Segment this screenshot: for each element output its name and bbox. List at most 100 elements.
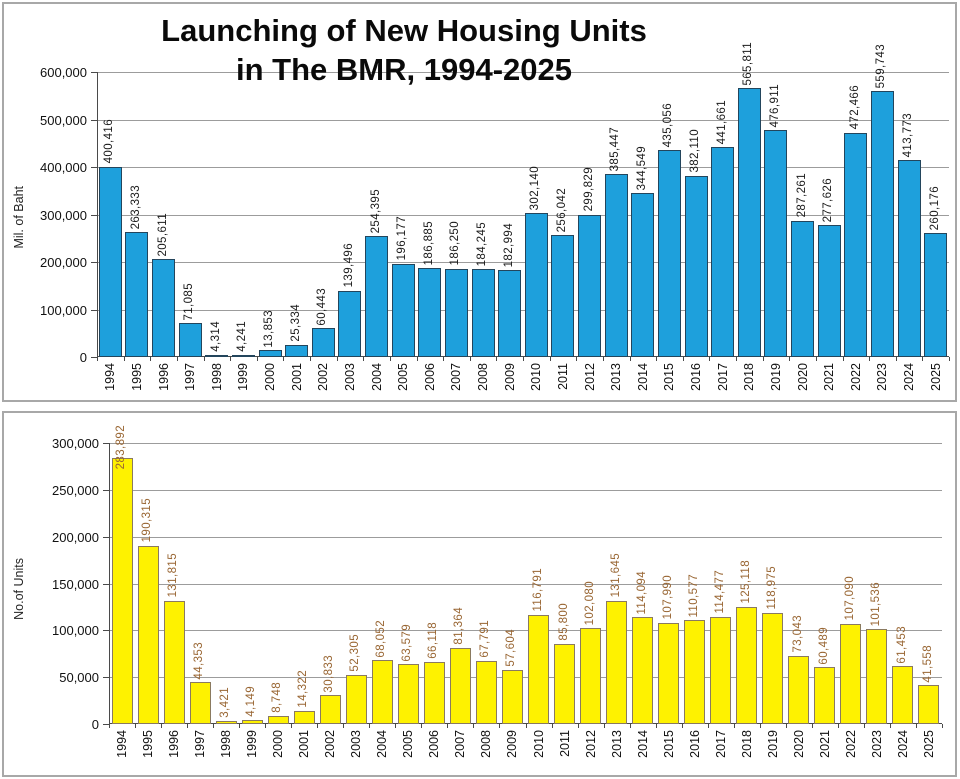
x-tick-label: 1999 — [245, 730, 260, 758]
bar-value-label: 101,536 — [869, 581, 882, 626]
x-tick-label: 2004 — [375, 730, 390, 758]
bar-value-label: 287,261 — [795, 173, 808, 218]
y-tick-mark — [91, 119, 97, 121]
bar-value-label: 60,489 — [817, 626, 830, 665]
x-tick-label: 1994 — [115, 730, 130, 758]
x-tick-label: 2001 — [297, 730, 312, 758]
y-tick-mark — [91, 167, 97, 168]
bar — [814, 667, 836, 724]
bar-value-label: 441,661 — [715, 99, 728, 145]
bar — [658, 622, 680, 724]
x-tick-mark — [363, 357, 365, 361]
bar — [152, 259, 176, 357]
bar — [710, 616, 732, 724]
bar — [241, 720, 263, 724]
bar — [924, 233, 948, 357]
chart-title: Launching of New Housing Units in The BM… — [24, 12, 784, 90]
x-tick-label: 1994 — [103, 363, 118, 391]
bar-value-label: 385,447 — [609, 126, 622, 171]
x-tick-mark — [389, 357, 391, 361]
x-tick-label: 2007 — [453, 730, 468, 758]
plot-area-units: 283,892 1994 190,315 1995 131,815 1996 44,353 1… — [109, 425, 943, 758]
x-tick-label: 1996 — [156, 363, 171, 391]
x-tick-mark — [682, 357, 684, 361]
x-tick-label: 2019 — [768, 363, 783, 391]
y-tick-label: 200,000 — [40, 255, 87, 270]
bar-value-label: 102,080 — [583, 581, 596, 626]
bar-value-label: 107,990 — [661, 575, 674, 620]
x-tick-mark — [161, 724, 163, 728]
bar-value-label: 260,176 — [928, 186, 941, 231]
bar-value-label: 186,885 — [422, 220, 435, 266]
x-tick-label: 2012 — [582, 363, 597, 391]
x-tick-label: 1996 — [167, 730, 182, 758]
bar — [788, 655, 810, 724]
x-tick-mark — [576, 357, 578, 361]
x-tick-mark — [602, 357, 604, 361]
bar — [684, 175, 708, 357]
bar-value-label: 435,056 — [662, 102, 675, 148]
x-tick-mark — [577, 724, 579, 728]
bar — [311, 328, 335, 357]
x-tick-label: 2002 — [316, 363, 331, 391]
bar-value-label: 190,315 — [141, 498, 154, 543]
bar-value-label: 67,791 — [479, 619, 492, 658]
x-tick-label: 2003 — [342, 363, 357, 391]
y-axis-title-units: No.of Units — [12, 558, 26, 620]
y-axis-line — [97, 72, 98, 357]
x-tick-label: 2009 — [505, 730, 520, 758]
gridline — [97, 72, 949, 73]
bar — [319, 695, 341, 724]
bar-value-label: 299,829 — [582, 167, 595, 212]
bar — [840, 623, 862, 724]
bar — [580, 628, 602, 724]
x-tick-label: 2023 — [875, 363, 890, 391]
bar — [215, 720, 237, 724]
bar-value-label: 256,042 — [555, 188, 568, 233]
x-tick-mark — [915, 724, 917, 728]
x-tick-mark — [469, 357, 471, 361]
x-tick-mark — [187, 724, 189, 728]
bar-value-label: 63,579 — [401, 623, 414, 662]
x-tick-mark — [123, 357, 125, 361]
y-tick-label: 500,000 — [40, 112, 87, 128]
bar — [524, 213, 548, 357]
y-tick-label: 50,000 — [59, 670, 99, 686]
bar-value-label: 413,773 — [902, 113, 915, 158]
bar-value-label: 14,322 — [297, 670, 310, 708]
x-tick-label: 2008 — [479, 730, 494, 758]
x-tick-label: 2025 — [921, 730, 936, 758]
x-tick-mark — [759, 724, 761, 728]
x-axis-line — [109, 723, 942, 724]
bar — [418, 268, 442, 357]
x-tick-mark — [709, 357, 711, 361]
bar-value-label: 182,994 — [502, 222, 515, 268]
y-tick-mark — [103, 489, 109, 491]
bar-value-label: 41,558 — [921, 644, 934, 683]
bar-value-label: 254,395 — [369, 188, 382, 234]
x-tick-label: 2011 — [555, 363, 570, 390]
x-tick-mark — [150, 357, 152, 361]
bar-value-label: 263,333 — [129, 184, 142, 229]
bar — [338, 290, 362, 357]
x-tick-mark — [655, 724, 657, 728]
x-tick-mark — [815, 357, 817, 361]
bar-value-label: 125,118 — [739, 560, 752, 604]
x-tick-mark — [922, 357, 924, 361]
x-tick-label: 2009 — [502, 363, 517, 391]
y-tick-mark — [103, 583, 109, 585]
x-tick-mark — [603, 724, 605, 728]
bar — [866, 628, 888, 724]
bar — [897, 160, 921, 357]
bar-value-label: 131,645 — [609, 553, 622, 598]
x-tick-mark — [473, 724, 475, 728]
y-tick-mark — [91, 309, 97, 311]
bar-value-label: 559,743 — [875, 43, 888, 89]
bar — [189, 682, 211, 724]
x-tick-label: 2010 — [529, 363, 544, 391]
y-tick-label: 0 — [79, 350, 87, 365]
bar-value-label: 81,364 — [453, 607, 466, 645]
y-tick-mark — [91, 214, 97, 216]
bar-value-label: 472,466 — [848, 85, 861, 130]
